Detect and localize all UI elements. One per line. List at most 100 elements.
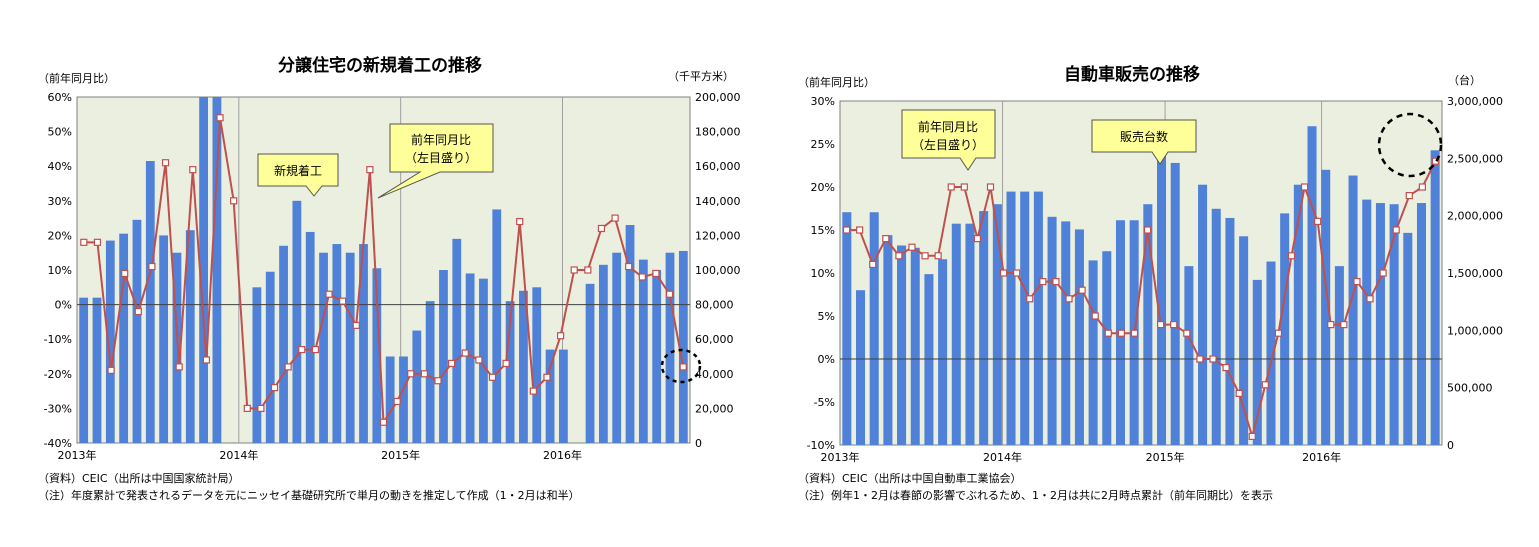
y-right-tick-label: 2,000,000 (1447, 210, 1503, 223)
line-marker (352, 321, 360, 329)
y-left-tick-label: 0% (55, 299, 72, 312)
line-marker (393, 397, 401, 406)
bar (1416, 203, 1426, 445)
bar (652, 270, 662, 443)
bar (1307, 126, 1317, 445)
y-left-tick-label: 60% (48, 91, 72, 104)
bar (1389, 204, 1399, 445)
line-marker (947, 183, 955, 191)
bar (79, 297, 89, 443)
line-marker (1157, 321, 1165, 329)
y-left-tick-label: 50% (48, 126, 72, 139)
line-marker (1248, 432, 1256, 440)
bar (439, 270, 448, 443)
line-marker (1078, 286, 1086, 294)
line-marker (1366, 295, 1374, 303)
bar (92, 297, 102, 443)
y-right-tick-label: 200,000 (695, 91, 741, 104)
bar (1362, 199, 1372, 445)
bar (505, 301, 515, 443)
bar (385, 356, 395, 443)
bar (1293, 184, 1303, 445)
line-marker (679, 363, 687, 371)
x-ticks: 2013年 2014年 2015年 2016年 (821, 450, 1342, 464)
line-marker (1340, 321, 1348, 329)
bar (305, 231, 315, 443)
line-marker (1039, 278, 1047, 286)
x-tick-label: 2015年 (381, 448, 420, 462)
y-right-tick-label: 0 (1447, 439, 1454, 452)
right-footnote: （注）例年1・2月は春節の影響でぶれるため、1・2月は共に2月時点累計（前年同期… (798, 489, 1273, 502)
bar (1266, 261, 1276, 445)
line-marker (298, 345, 306, 354)
left-footnote: （注）年度累計で発表されるデータを元にニッセイ基礎研究所で単月の動きを推定して作… (38, 489, 580, 502)
bar (372, 268, 382, 443)
line-marker (284, 363, 292, 371)
line-marker (1261, 381, 1269, 389)
bar (598, 264, 608, 443)
bar (1280, 213, 1290, 445)
callout-yoy: 前年同月比 （左目盛り） (377, 123, 494, 199)
left-axis-label: （前年同月比） (798, 75, 875, 89)
line-marker (475, 356, 483, 364)
bar (585, 283, 595, 443)
line-marker (134, 307, 142, 316)
line-marker (161, 159, 170, 167)
bar (559, 349, 568, 443)
line-marker (1392, 226, 1400, 234)
line-marker (973, 235, 982, 243)
bar (897, 245, 907, 445)
line-marker (1209, 355, 1217, 363)
y-right-tick-label: 160,000 (695, 160, 741, 173)
y-right-tick-label: 2,500,000 (1447, 152, 1503, 165)
bar (1430, 150, 1440, 445)
line-marker (270, 384, 279, 392)
series-line (846, 160, 1437, 441)
y-left-tick-label: 25% (811, 138, 835, 151)
line-marker (80, 238, 88, 246)
bar (951, 223, 961, 445)
line-marker (1143, 226, 1152, 234)
line-marker (529, 387, 537, 395)
callout-yoy-line1: 前年同月比 (918, 119, 978, 134)
bar (883, 235, 893, 445)
y-left-tick-label: 0% (818, 353, 835, 366)
x-tick-label: 2016年 (1302, 450, 1341, 464)
bar (612, 252, 622, 443)
y-right-tick-label: 20,000 (695, 402, 734, 415)
line-marker (121, 269, 129, 278)
bar (869, 212, 879, 445)
line-marker (175, 363, 183, 371)
y-left-tick-label: -5% (814, 396, 835, 409)
y-left-tick-label: -10% (807, 439, 835, 452)
left-y-ticks: 60% 50% 40% 30% 20% 10% 0% -10% -20% -30% -40% (44, 91, 72, 450)
line-marker (638, 273, 646, 281)
bar (678, 250, 688, 443)
line-marker (216, 114, 224, 122)
line-marker (1274, 329, 1283, 337)
bar (199, 97, 208, 443)
line-marker (934, 252, 942, 260)
bar (425, 301, 435, 443)
bar (1403, 232, 1413, 445)
bar (638, 259, 648, 443)
line-marker (1327, 321, 1335, 329)
bar (332, 244, 342, 443)
bar (532, 287, 542, 443)
line-marker (1026, 295, 1034, 303)
line-marker (960, 183, 968, 191)
callout-yoy-line2: （左目盛り） (405, 150, 477, 165)
line-marker (1196, 355, 1204, 363)
y-right-tick-label: 80,000 (695, 299, 734, 312)
y-left-tick-label: 15% (811, 224, 835, 237)
bar (452, 238, 462, 443)
callout-yoy-line2: （左目盛り） (912, 137, 984, 152)
right-y-ticks: 3,000,000 2,500,000 2,000,000 1,500,000 1,00… (1447, 95, 1503, 452)
bar (265, 271, 275, 443)
bar (910, 247, 920, 445)
bar (279, 245, 288, 443)
bar (625, 225, 635, 443)
line-marker (1418, 183, 1426, 191)
line-marker (882, 235, 890, 243)
line-marker (107, 366, 115, 374)
